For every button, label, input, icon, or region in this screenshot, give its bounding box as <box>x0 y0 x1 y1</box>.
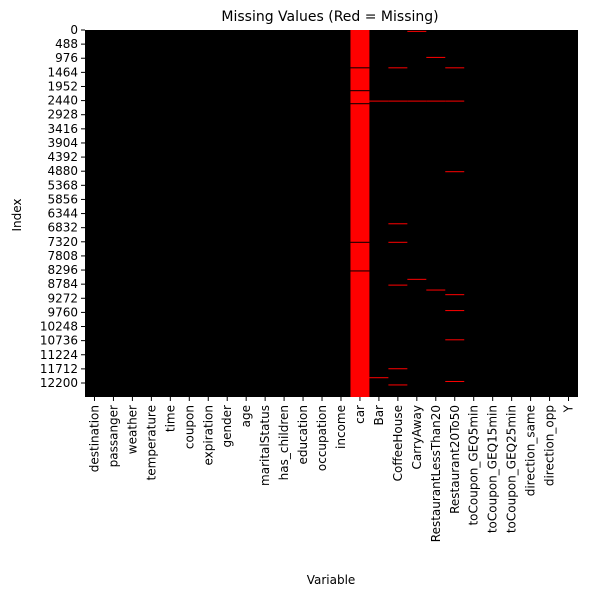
y-tick-label: 11224 <box>40 348 78 362</box>
y-tick-label: 7808 <box>47 249 78 263</box>
y-tick-label: 1952 <box>47 79 78 93</box>
car-column-missing <box>350 30 370 397</box>
y-tick-label: 2928 <box>47 108 78 122</box>
missing-cell <box>388 284 408 286</box>
y-tick-label: 3416 <box>47 122 78 136</box>
car-present-row <box>350 270 370 272</box>
missing-cell <box>388 223 408 225</box>
missing-cell <box>445 67 465 69</box>
car-present-row <box>350 67 370 69</box>
x-tick-label: toCoupon_GEQ25min <box>505 405 519 533</box>
x-tick-label: has_children <box>277 405 291 480</box>
x-tick-label: direction_same <box>524 405 538 496</box>
x-tick-label: occupation <box>315 405 329 471</box>
y-tick-label: 5856 <box>47 192 78 206</box>
x-tick-label: Restaurant20To50 <box>448 405 462 514</box>
missing-cell <box>407 100 427 102</box>
x-tick-label: maritalStatus <box>258 405 272 486</box>
y-tick-label: 9272 <box>47 291 78 305</box>
y-tick-label: 2440 <box>47 94 78 108</box>
y-tick-label: 4880 <box>47 164 78 178</box>
x-tick-label: gender <box>220 405 234 448</box>
y-axis-label: Index <box>10 198 24 231</box>
y-tick-label: 7320 <box>47 235 78 249</box>
y-tick-label: 4392 <box>47 150 78 164</box>
missing-cell <box>445 294 465 296</box>
missing-cell <box>369 100 389 102</box>
heatmap-plot-area <box>85 30 578 397</box>
y-axis: 0488976146419522440292834163904439248805… <box>40 23 85 390</box>
x-tick-label: destination <box>87 405 101 472</box>
y-tick-label: 10248 <box>40 320 78 334</box>
missing-cell <box>407 278 427 280</box>
x-axis: destination passanger weather temperature ti… <box>87 397 576 542</box>
missing-cell <box>388 384 408 386</box>
y-tick-label: 10736 <box>40 334 78 348</box>
x-tick-label: car <box>353 405 367 424</box>
x-tick-label: CarryAway <box>410 405 424 469</box>
x-tick-label: education <box>296 405 310 465</box>
y-tick-label: 488 <box>55 37 78 51</box>
missing-cell <box>445 339 465 341</box>
x-tick-label: age <box>239 405 253 427</box>
missing-cell <box>445 310 465 312</box>
missing-cell <box>426 289 446 291</box>
missing-cell <box>388 241 408 243</box>
x-tick-label: income <box>334 405 348 449</box>
y-tick-label: 3904 <box>47 136 78 150</box>
y-tick-label: 12200 <box>40 376 78 390</box>
missing-cell <box>426 56 446 58</box>
x-tick-label: temperature <box>144 405 158 480</box>
missing-cell <box>388 100 408 102</box>
missing-cell <box>388 368 408 370</box>
missing-cell <box>388 67 408 69</box>
x-tick-label: coupon <box>182 405 196 449</box>
missing-cell <box>407 30 427 32</box>
y-tick-label: 9760 <box>47 305 78 319</box>
missing-cell <box>445 380 465 382</box>
x-tick-label: passanger <box>106 405 120 467</box>
y-tick-label: 8296 <box>47 263 78 277</box>
y-tick-label: 11712 <box>40 362 78 376</box>
x-tick-label: expiration <box>201 405 215 466</box>
y-tick-label: 8784 <box>47 277 78 291</box>
missing-cell <box>369 377 389 379</box>
x-tick-label: direction_opp <box>543 405 557 486</box>
y-tick-label: 6344 <box>47 207 78 221</box>
missing-cell <box>426 100 446 102</box>
x-tick-label: time <box>163 405 177 432</box>
missing-cell <box>445 100 465 102</box>
x-tick-label: toCoupon_GEQ15min <box>486 405 500 533</box>
car-present-row <box>350 103 370 105</box>
heatmap-background <box>85 30 578 397</box>
x-axis-label: Variable <box>307 573 356 587</box>
chart-title: Missing Values (Red = Missing) <box>221 9 438 25</box>
y-tick-label: 5368 <box>47 178 78 192</box>
x-tick-label: toCoupon_GEQ5min <box>467 405 481 526</box>
y-tick-label: 0 <box>70 23 78 37</box>
car-present-row <box>350 241 370 243</box>
x-tick-label: Bar <box>372 405 386 426</box>
x-tick-label: weather <box>125 405 139 454</box>
y-tick-label: 976 <box>55 51 78 65</box>
y-tick-label: 1464 <box>47 65 78 79</box>
car-present-row <box>350 90 370 92</box>
missing-cell <box>445 171 465 173</box>
x-tick-label: RestaurantLessThan20 <box>429 405 443 542</box>
x-tick-label: CoffeeHouse <box>391 405 405 481</box>
x-tick-label: Y <box>562 404 576 413</box>
y-tick-label: 6832 <box>47 221 78 235</box>
